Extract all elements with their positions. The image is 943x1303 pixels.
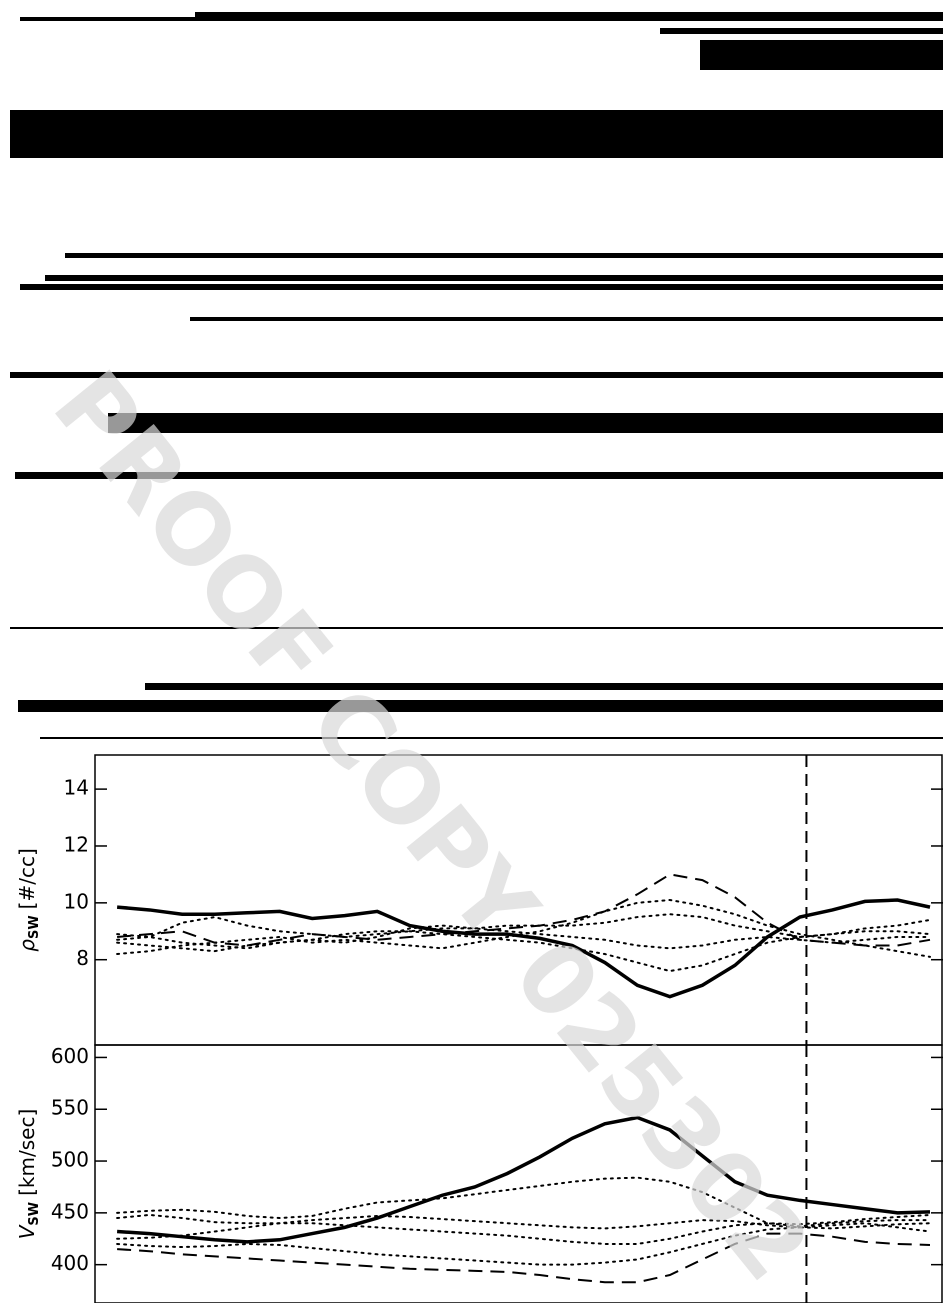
bar <box>190 317 943 321</box>
bar <box>18 700 943 712</box>
redaction-bars <box>10 12 943 739</box>
series-line <box>116 1222 931 1266</box>
series-line <box>116 1176 931 1228</box>
series-line <box>116 898 931 999</box>
charts: 8101214ρSW[#/cc]400450500550600VSW[km/se… <box>15 754 943 1303</box>
series-line <box>116 930 931 973</box>
bar <box>10 372 943 378</box>
y-label-unit: [km/sec] <box>15 1109 39 1196</box>
bar <box>45 275 943 281</box>
bar <box>700 40 943 70</box>
bar <box>10 110 943 158</box>
watermark: PROOF COPY 025302 <box>32 351 832 1302</box>
y-label-unit: [#/cc] <box>15 848 39 909</box>
series-line <box>116 1214 931 1240</box>
series-line <box>116 1213 931 1245</box>
bar <box>108 413 943 433</box>
bar <box>195 12 943 21</box>
bar <box>20 17 380 21</box>
bar <box>40 737 943 739</box>
y-tick-label: 12 <box>64 832 89 856</box>
y-label-subscript: SW <box>27 915 42 939</box>
bar <box>145 683 943 690</box>
y-label-symbol: V <box>15 1224 39 1239</box>
y-tick-label: 500 <box>51 1148 89 1172</box>
y-tick-label: 400 <box>51 1251 89 1275</box>
series-line <box>116 913 931 938</box>
bar <box>65 253 943 258</box>
y-tick-label: 550 <box>51 1096 89 1120</box>
bar <box>20 284 943 290</box>
y-tick-label: 14 <box>64 776 89 800</box>
bar <box>660 28 943 34</box>
y-tick-label: 10 <box>64 889 89 913</box>
y-axis-label: ρSW [#/cc] <box>15 848 42 952</box>
series-line <box>117 1232 931 1284</box>
y-axis-label: VSW [km/sec] <box>15 1109 42 1240</box>
plot-frame <box>94 1044 943 1303</box>
y-label-symbol: ρ <box>15 939 39 952</box>
bar <box>10 627 943 629</box>
y-tick-label: 600 <box>51 1044 89 1068</box>
y-tick-label: 450 <box>51 1199 89 1223</box>
y-tick-label: 8 <box>76 946 89 970</box>
y-label-subscript: SW <box>27 1202 42 1226</box>
series-line <box>116 1115 931 1244</box>
bar <box>15 472 943 479</box>
